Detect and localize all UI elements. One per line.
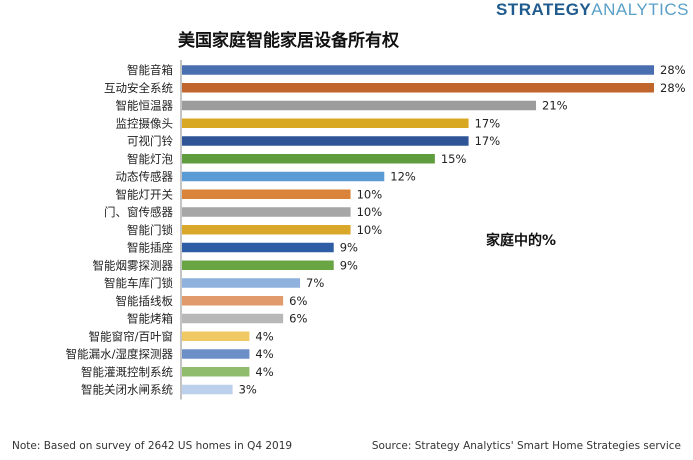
bar (182, 154, 435, 164)
category-label: 门、窗传感器 (104, 205, 173, 219)
value-label: 3% (239, 383, 257, 397)
bar (182, 384, 233, 395)
bars-group: 智能音箱 28% 互动安全系统 28% 智能恒温器 21% 监控摄像头 17% 可视门铃 17% 智… (66, 60, 686, 400)
category-label: 智能关闭水闸系统 (81, 383, 173, 397)
value-label: 17% (475, 116, 501, 130)
bar (182, 225, 351, 235)
bar (182, 296, 284, 306)
chart-annotation: 家庭中的% (486, 232, 556, 249)
bar (182, 331, 250, 341)
category-label: 智能车库门锁 (104, 276, 173, 290)
category-label: 智能烟雾探测器 (93, 258, 174, 272)
value-label: 6% (289, 312, 307, 326)
category-label: 智能漏水/湿度探测器 (66, 347, 174, 361)
brand-logo: STRATEGYANALYTICS (496, 0, 689, 20)
value-label: 10% (357, 187, 383, 201)
value-label: 9% (340, 241, 358, 255)
bar (182, 242, 334, 253)
value-label: 6% (289, 294, 307, 308)
category-label: 可视门铃 (127, 134, 173, 148)
bar (182, 207, 351, 217)
value-label: 4% (255, 347, 273, 361)
bar (182, 136, 469, 146)
category-label: 智能灌溉控制系统 (81, 365, 173, 379)
value-label: 28% (660, 63, 686, 77)
value-label: 15% (441, 152, 467, 166)
footnote-note: Note: Based on survey of 2642 US homes i… (12, 440, 293, 452)
category-label: 智能插线板 (116, 294, 174, 308)
category-label: 智能窗帘/百叶窗 (89, 329, 173, 343)
category-label: 互动安全系统 (104, 81, 173, 95)
bar (182, 278, 300, 288)
bar (182, 83, 654, 93)
bar (182, 171, 385, 182)
category-label: 智能恒温器 (116, 99, 174, 113)
value-label: 4% (255, 365, 273, 379)
category-label: 智能灯泡 (127, 152, 173, 166)
value-label: 7% (306, 276, 324, 290)
bar (182, 260, 334, 270)
bar (182, 118, 469, 128)
category-label: 智能音箱 (127, 63, 173, 77)
bar (182, 367, 250, 377)
category-label: 智能门锁 (127, 223, 173, 237)
brand-light: ANALYTICS (591, 0, 689, 19)
value-label: 10% (357, 223, 383, 237)
bar (182, 189, 351, 199)
value-label: 17% (475, 134, 501, 148)
value-label: 4% (255, 329, 273, 343)
bar (182, 349, 250, 359)
value-label: 9% (340, 258, 358, 272)
category-label: 智能插座 (127, 241, 173, 255)
value-label: 28% (660, 81, 686, 95)
bar (182, 65, 654, 75)
bar (182, 100, 536, 111)
value-label: 12% (390, 170, 416, 184)
category-label: 智能灯开关 (116, 187, 174, 201)
brand-strong: STRATEGY (495, 0, 592, 19)
chart-title: 美国家庭智能家居设备所有权 (178, 31, 399, 51)
value-label: 10% (357, 205, 383, 219)
bar (182, 313, 284, 324)
category-label: 监控摄像头 (116, 116, 174, 130)
footnote-source: Source: Strategy Analytics' Smart Home S… (371, 440, 681, 452)
value-label: 21% (542, 99, 568, 113)
category-label: 智能烤箱 (127, 312, 173, 326)
category-label: 动态传感器 (116, 170, 174, 184)
